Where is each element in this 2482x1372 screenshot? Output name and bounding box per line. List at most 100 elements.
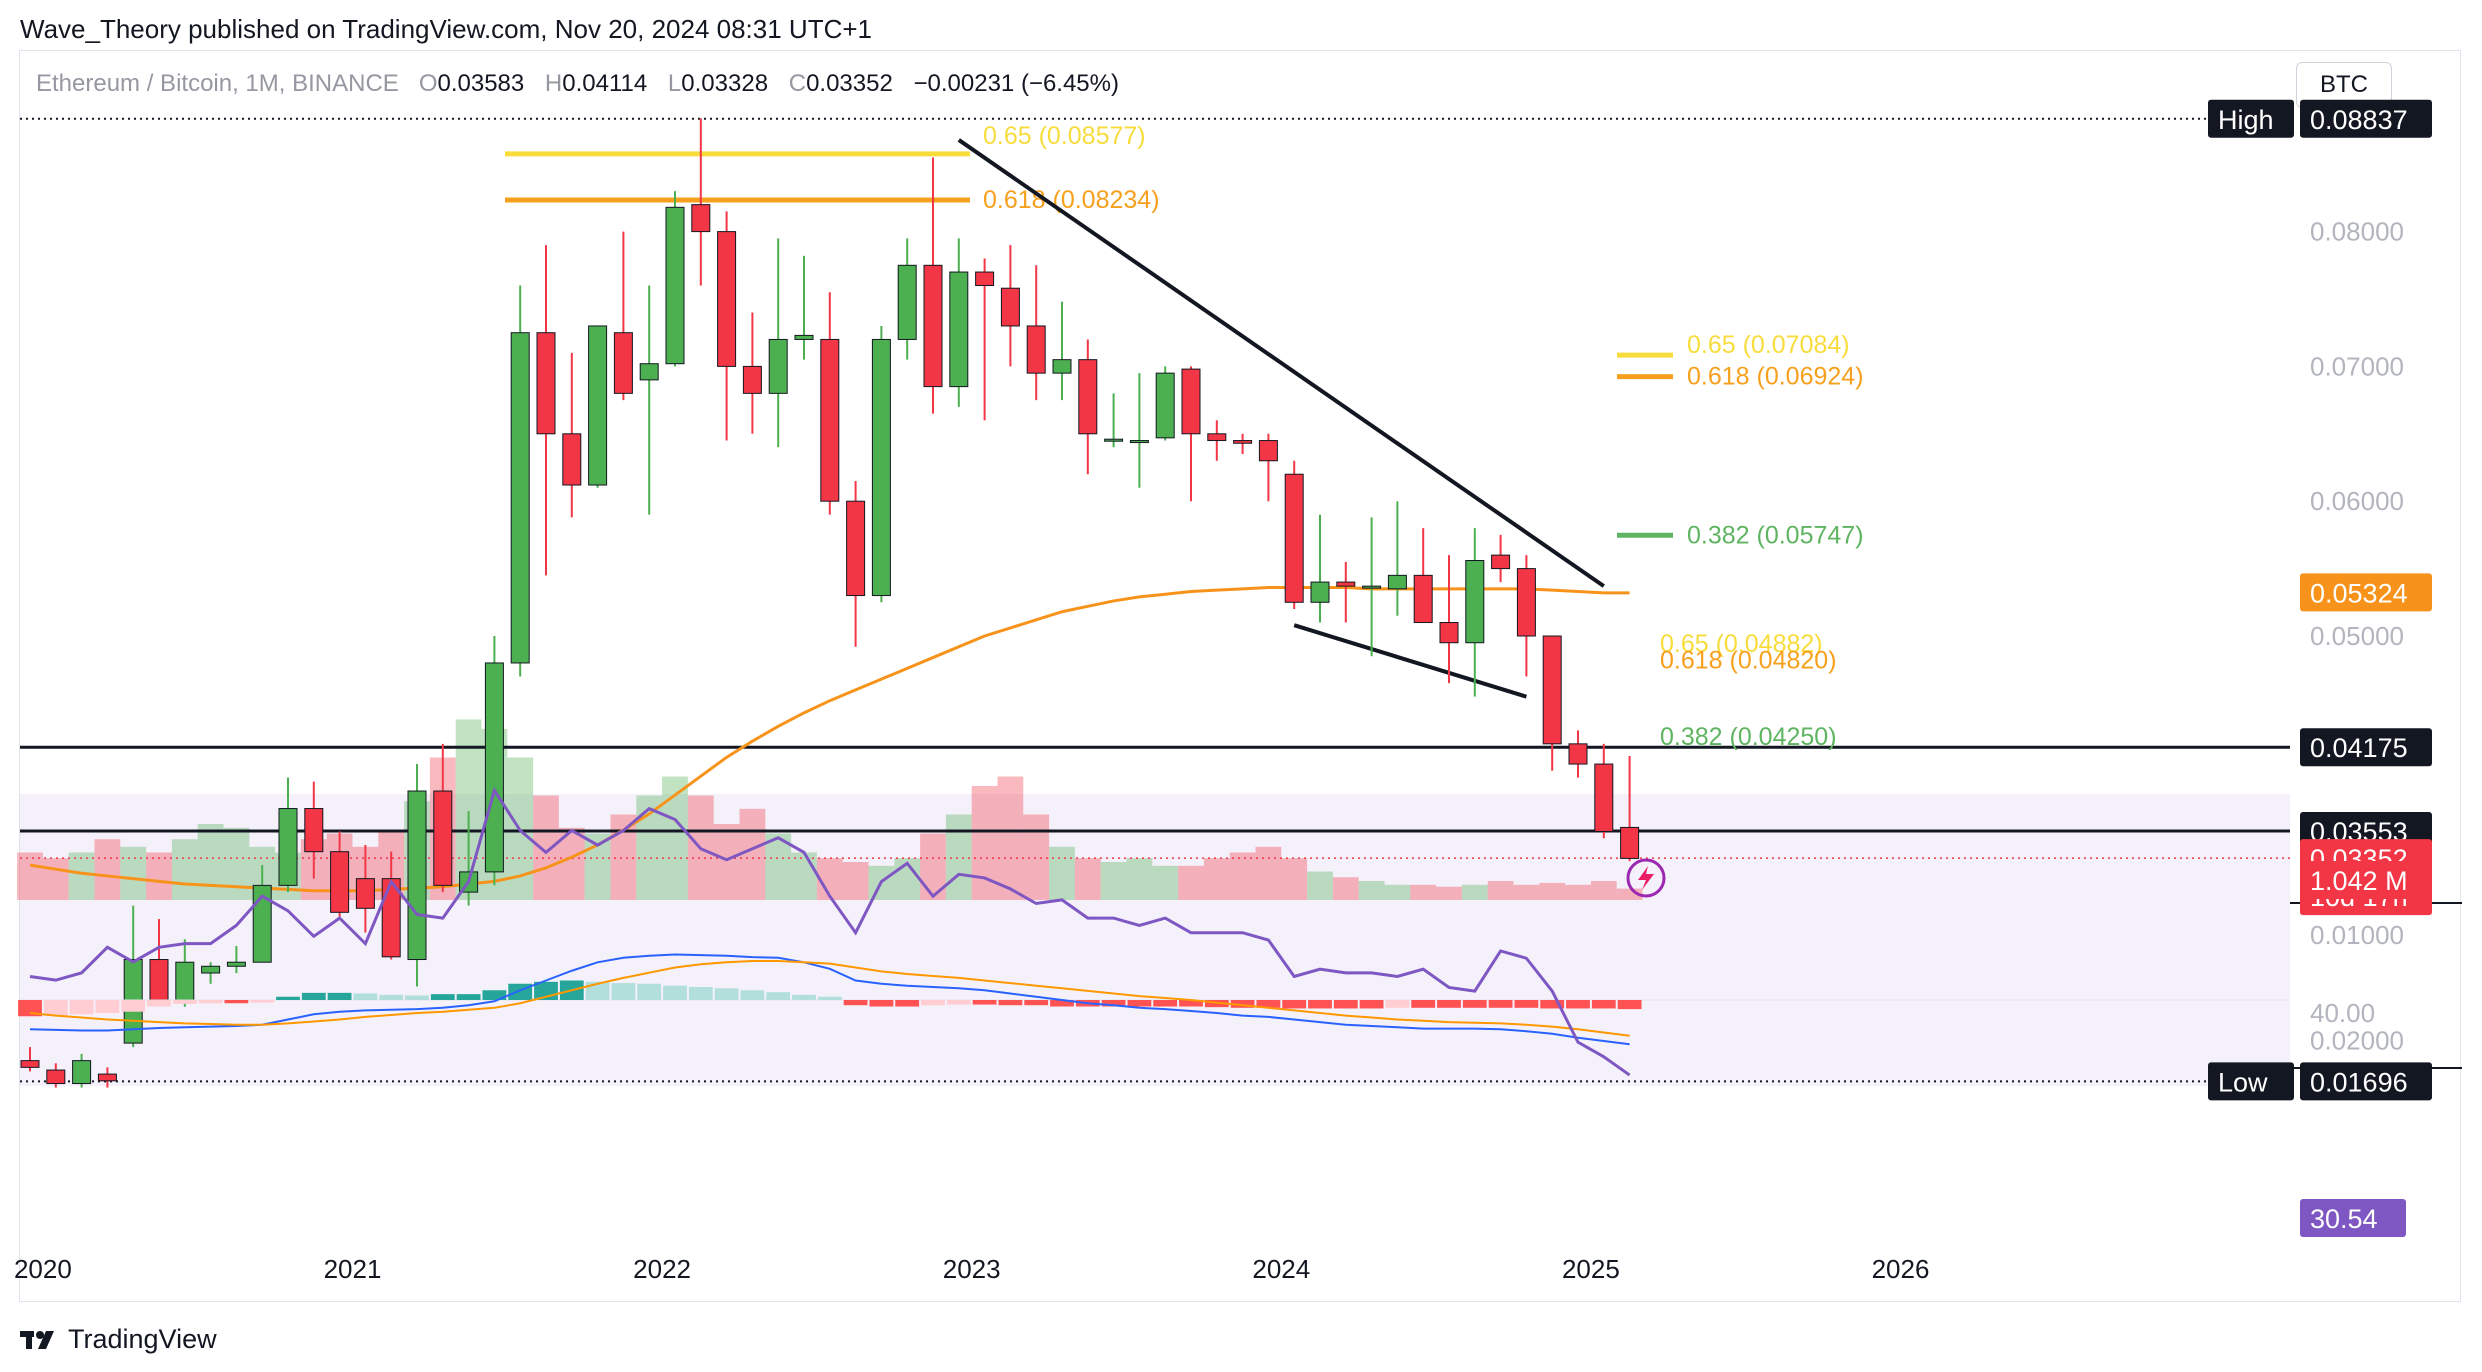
macd-histogram-bar	[1617, 1000, 1642, 1010]
volume-bar	[713, 824, 740, 900]
volume-bar	[1281, 858, 1308, 900]
macd-histogram-bar	[1153, 1000, 1178, 1007]
candle-body	[407, 790, 427, 961]
trendline	[1293, 623, 1527, 699]
candle-body	[1284, 473, 1304, 603]
macd-histogram-bar	[276, 996, 300, 1000]
macd-histogram-bar	[430, 994, 455, 1000]
macd-histogram-bar	[1308, 1000, 1332, 1009]
fib-level-label: 0.618 (0.06924)	[1687, 363, 1864, 391]
candle-body	[1465, 560, 1485, 644]
candle-body	[562, 433, 582, 486]
candle-body	[149, 959, 169, 1001]
lightning-icon	[1626, 858, 1666, 898]
candle-body	[665, 206, 685, 365]
macd-histogram-bar	[895, 1000, 920, 1007]
candle-body	[717, 231, 737, 367]
macd-histogram-bar	[147, 1000, 171, 1007]
candles	[20, 118, 1640, 1088]
chart-frame	[19, 50, 2461, 1302]
candle-body	[1233, 440, 1253, 444]
volume-bar	[42, 858, 69, 900]
candle-body	[588, 325, 608, 486]
candle-body	[304, 808, 324, 853]
volume-bar	[120, 846, 147, 900]
fib-level-label: 0.65 (0.04882)	[1660, 630, 1823, 658]
price-axis-tick: 0.05000	[2310, 621, 2404, 651]
macd-histogram-bar	[1566, 1000, 1590, 1009]
volume-bar	[1074, 858, 1101, 900]
tradingview-logo-text: TradingView	[68, 1324, 217, 1354]
volume-bar	[1229, 852, 1256, 900]
candle-body	[252, 884, 272, 963]
macd-histogram-bar	[1101, 1000, 1126, 1007]
high-value-tag-key: High	[2218, 105, 2274, 135]
volume-bar	[765, 833, 792, 900]
volume-bar	[739, 808, 766, 900]
rsi-axis-tick: 40.00	[2310, 998, 2375, 1028]
low-value-tag-key: Low	[2218, 1067, 2268, 1097]
candle-body	[381, 878, 401, 958]
candle-body	[1542, 635, 1562, 745]
candle-body	[923, 264, 943, 388]
macd-histogram-bar	[405, 995, 429, 1000]
volume-bar	[1565, 884, 1591, 900]
ohlc-high-value: 0.04114	[562, 70, 648, 97]
time-axis-tick: 2024	[1252, 1254, 1310, 1284]
macd-histogram-bar	[1127, 1000, 1152, 1007]
ohlc-open-key: O	[418, 70, 438, 97]
macd-histogram-bar	[663, 985, 687, 1000]
time-axis-tick: 2022	[633, 1254, 691, 1284]
macd-histogram-bar	[1333, 1000, 1358, 1009]
tradingview-logo[interactable]: TradingView	[20, 1324, 217, 1355]
macd-histogram-bar	[1462, 1000, 1487, 1008]
volume-bar	[1461, 884, 1488, 900]
macd-histogram-bar	[172, 1000, 197, 1004]
macd-histogram-bar	[456, 994, 481, 1000]
candle-body	[768, 338, 788, 394]
macd-histogram-bar	[637, 983, 662, 1000]
volume-bar	[1255, 846, 1282, 900]
volume-bar	[146, 852, 172, 900]
low-value-tag-key-bg	[2208, 1062, 2294, 1101]
candle-body	[355, 878, 375, 909]
macd-histogram-bar	[1256, 1000, 1281, 1008]
macd-histogram-bar	[353, 993, 378, 1000]
volume-bar	[1590, 881, 1617, 900]
volume-bar	[1487, 881, 1514, 900]
volume-bar	[1513, 884, 1540, 900]
macd-histogram-bar	[1359, 1000, 1384, 1009]
trendline	[957, 138, 1605, 588]
candle-body	[484, 662, 504, 873]
fib-level-label: 0.65 (0.08577)	[983, 122, 1146, 150]
volume-bar	[791, 852, 817, 900]
macd-histogram-bar	[198, 1000, 223, 1004]
macd-histogram-bar	[869, 1000, 894, 1007]
rsi-value-tag-bg	[2300, 1199, 2406, 1237]
volume-bar	[1616, 888, 1643, 900]
symbol-title: Ethereum / Bitcoin, 1M, BINANCE	[36, 70, 399, 97]
candle-body	[1491, 554, 1511, 570]
macd-histogram-bar	[740, 990, 765, 1000]
candle-body	[1336, 581, 1356, 587]
candle-body	[1439, 622, 1459, 644]
fib-level-label: 0.65 (0.07084)	[1687, 331, 1850, 359]
volume-bar	[17, 852, 43, 900]
macd-histogram-bar	[1282, 1000, 1307, 1009]
candle-body	[1413, 574, 1433, 624]
macd-histogram-bar	[1230, 1000, 1255, 1008]
ohlc-open-value: 0.03583	[437, 70, 525, 97]
candle-body	[1594, 763, 1614, 832]
candle-body	[1000, 287, 1020, 327]
candle-body	[1620, 826, 1640, 859]
volume-bar	[533, 795, 559, 900]
candle-body	[794, 334, 814, 340]
price-axis-tick: 0.01000	[2310, 920, 2404, 950]
volume-bar	[94, 839, 121, 900]
macd-histogram-bar	[921, 1000, 945, 1006]
candle-body	[72, 1060, 92, 1085]
high-value-tag-key-bg	[2208, 99, 2294, 138]
macd-histogram-bar	[1050, 1000, 1074, 1007]
candle-body	[897, 264, 917, 340]
